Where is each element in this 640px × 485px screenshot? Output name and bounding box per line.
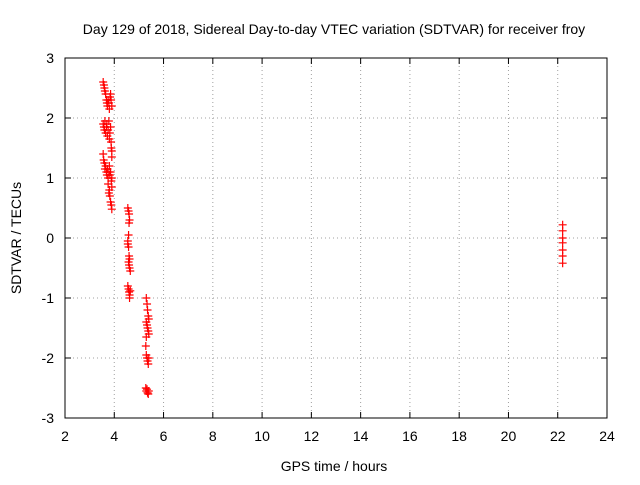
data-point <box>107 174 116 182</box>
y-tick-labels: -3 -2 -1 0 1 2 3 <box>42 50 55 426</box>
y-tick-label: -1 <box>42 290 55 306</box>
x-tick-labels: 2 4 6 8 10 12 14 16 18 20 22 24 <box>61 428 615 444</box>
x-tick-label: 24 <box>599 428 615 444</box>
data-point <box>142 333 151 341</box>
y-axis-label: SDTVAR / TECUs <box>8 182 24 294</box>
x-tick-label: 4 <box>110 428 118 444</box>
x-tick-label: 22 <box>550 428 566 444</box>
x-tick-label: 14 <box>353 428 369 444</box>
data-point <box>124 243 133 251</box>
y-tick-label: 0 <box>46 230 54 246</box>
data-points <box>99 78 567 398</box>
data-point <box>107 153 116 161</box>
data-point <box>143 388 152 397</box>
y-tick-label: 2 <box>46 110 54 126</box>
grid-lines <box>65 58 607 418</box>
data-point <box>143 306 152 314</box>
data-point <box>125 219 134 227</box>
x-axis-label: GPS time / hours <box>281 458 388 474</box>
data-point <box>107 96 116 104</box>
chart-title: Day 129 of 2018, Sidereal Day-to-day VTE… <box>83 21 585 37</box>
x-tick-label: 10 <box>254 428 270 444</box>
data-point <box>144 354 153 362</box>
data-point <box>105 129 114 137</box>
x-tick-label: 18 <box>451 428 467 444</box>
data-point <box>141 342 150 350</box>
plot-frame <box>64 57 608 419</box>
y-tick-label: 1 <box>46 170 54 186</box>
x-tick-label: 2 <box>61 428 69 444</box>
y-tick-label: -2 <box>42 350 55 366</box>
data-point <box>144 387 153 395</box>
data-point <box>558 226 567 235</box>
y-tick-label: 3 <box>46 50 54 66</box>
x-tick-label: 16 <box>402 428 418 444</box>
x-tick-label: 6 <box>160 428 168 444</box>
y-tick-label: -3 <box>42 410 55 426</box>
data-point <box>558 259 567 268</box>
data-point <box>106 123 115 131</box>
data-point <box>105 162 114 170</box>
data-point <box>104 180 113 188</box>
x-tick-label: 8 <box>209 428 217 444</box>
data-point <box>126 267 135 275</box>
data-point <box>107 102 116 110</box>
data-point <box>142 294 151 302</box>
data-point <box>558 238 567 247</box>
data-point <box>105 192 114 200</box>
x-tick-label: 20 <box>501 428 517 444</box>
data-point <box>126 286 135 295</box>
x-tick-label: 12 <box>304 428 320 444</box>
data-point <box>125 294 134 302</box>
data-point <box>107 205 116 214</box>
data-point <box>558 252 567 260</box>
data-point <box>124 231 133 239</box>
data-point <box>104 117 113 125</box>
data-point <box>106 168 115 176</box>
